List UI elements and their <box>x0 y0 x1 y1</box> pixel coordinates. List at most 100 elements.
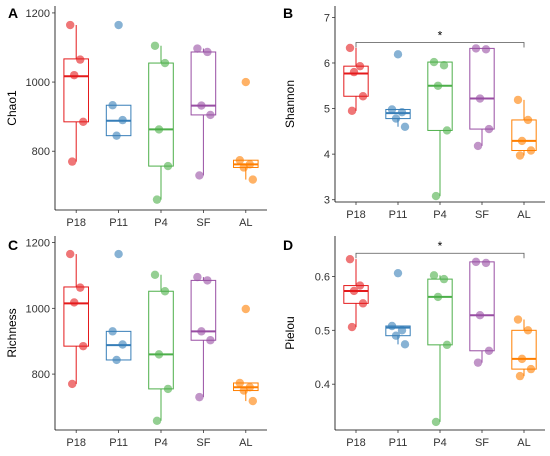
box-rect <box>469 261 495 352</box>
data-point <box>515 151 525 160</box>
data-point <box>473 141 483 151</box>
data-point <box>433 81 443 90</box>
x-tick-label: P4 <box>154 217 167 229</box>
panel-letter: C <box>8 237 18 253</box>
box-p11 <box>385 50 411 131</box>
data-point <box>79 117 88 127</box>
data-point <box>193 272 202 282</box>
data-point <box>235 156 244 165</box>
data-point <box>112 131 121 140</box>
data-point <box>475 94 485 103</box>
x-tick-label: SF <box>475 437 489 449</box>
box-rect <box>469 47 495 130</box>
box-rect <box>427 278 453 346</box>
data-point <box>471 44 481 53</box>
box-sf <box>469 44 495 151</box>
data-point <box>118 340 127 349</box>
data-point <box>206 110 215 120</box>
data-point <box>473 358 483 367</box>
y-tick-label: 1200 <box>26 8 50 20</box>
box-p4 <box>148 270 174 425</box>
data-point <box>118 115 127 125</box>
data-point <box>197 101 206 110</box>
data-point <box>400 122 410 131</box>
y-tick-label: 4 <box>324 149 330 161</box>
data-point <box>387 105 397 114</box>
box-p11 <box>105 249 132 365</box>
box-al <box>233 77 259 184</box>
data-point <box>481 45 491 54</box>
data-point <box>471 257 481 267</box>
data-point <box>248 396 257 406</box>
x-tick-label: P11 <box>389 209 408 221</box>
data-point <box>358 92 368 101</box>
panel-d: D Pielou 0.4 0.5 0.6 P18 P11 P4 SF AL * <box>283 236 545 449</box>
data-point <box>68 379 77 389</box>
data-point <box>387 321 397 331</box>
data-point <box>235 378 244 388</box>
y-axis-title: Chao1 <box>5 90 19 126</box>
box-rect <box>511 119 537 151</box>
outlier-point <box>114 249 123 259</box>
y-axis-title: Richness <box>5 308 19 357</box>
data-point <box>154 350 164 359</box>
x-tick-label: AL <box>239 217 252 229</box>
y-tick-label: 1200 <box>26 238 50 250</box>
y-tick-label: 0.4 <box>315 379 330 391</box>
box-p4 <box>148 41 174 204</box>
data-point <box>345 254 355 264</box>
y-tick-label: 0.6 <box>315 271 330 283</box>
data-point <box>523 115 533 125</box>
data-point <box>349 286 359 296</box>
data-point <box>347 106 357 116</box>
data-point <box>523 326 533 335</box>
data-point <box>429 57 439 67</box>
y-tick-label: 0.5 <box>315 325 330 337</box>
y-tick-label: 5 <box>324 104 330 116</box>
data-point <box>239 386 248 395</box>
box-al <box>233 304 259 406</box>
data-point <box>193 44 202 53</box>
panel-b: B Shannon 3 4 5 6 7 P18 P11 P4 SF AL * <box>283 5 545 221</box>
box-rect <box>148 62 174 167</box>
data-point <box>160 58 170 68</box>
significance-label: * <box>438 28 443 42</box>
x-tick-label: P4 <box>154 437 167 449</box>
data-point <box>431 191 441 201</box>
box-rect <box>148 290 174 390</box>
data-point <box>70 70 79 80</box>
y-tick-label: 800 <box>32 369 50 381</box>
data-point <box>347 322 357 332</box>
data-point <box>239 163 248 172</box>
data-point <box>112 355 121 365</box>
panel-letter: A <box>8 5 18 21</box>
box-p18 <box>63 20 89 166</box>
box-p4 <box>427 271 453 427</box>
data-point <box>526 146 536 155</box>
box-p18 <box>63 249 89 389</box>
data-point <box>355 61 365 71</box>
x-tick-label: SF <box>475 209 489 221</box>
y-tick-label: 7 <box>324 12 330 24</box>
data-point <box>400 340 410 349</box>
panel-letter: D <box>283 237 293 253</box>
data-point <box>66 249 75 259</box>
y-tick-label: 6 <box>324 58 330 70</box>
data-point <box>513 95 523 105</box>
x-tick-label: P11 <box>109 437 128 449</box>
data-point <box>195 392 204 402</box>
outlier-point <box>393 50 403 59</box>
box-rect <box>511 329 537 370</box>
data-point <box>79 341 88 351</box>
data-point <box>68 157 77 166</box>
outlier-point <box>241 304 250 314</box>
data-point <box>517 354 527 364</box>
data-point <box>248 175 257 184</box>
panel-letter: B <box>283 5 293 21</box>
data-point <box>154 125 164 134</box>
data-point <box>391 331 401 340</box>
x-tick-label: AL <box>239 437 252 449</box>
y-axis-title: Shannon <box>283 80 297 128</box>
data-point <box>515 371 525 381</box>
